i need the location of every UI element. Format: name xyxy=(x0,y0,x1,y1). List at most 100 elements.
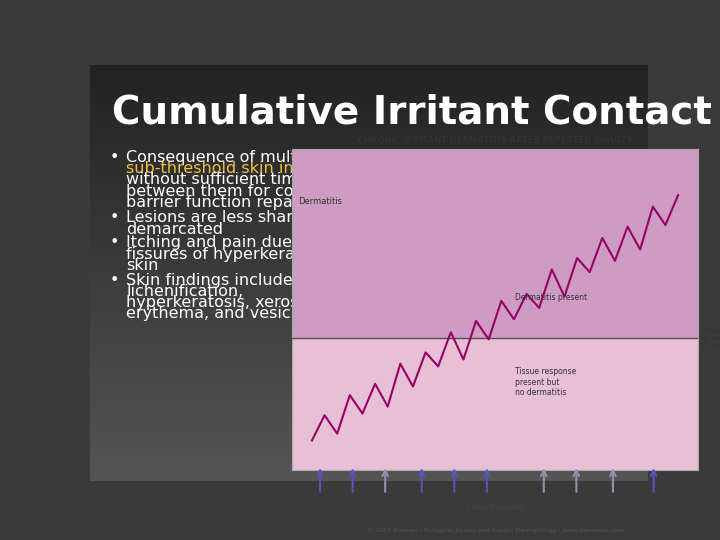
Bar xyxy=(90,356,648,360)
Text: between them for complete: between them for complete xyxy=(126,184,350,199)
Bar xyxy=(90,302,648,306)
Bar xyxy=(90,165,648,168)
Bar xyxy=(90,136,648,140)
Bar xyxy=(90,431,648,435)
Bar xyxy=(90,460,648,464)
Bar xyxy=(90,114,648,119)
Bar xyxy=(90,339,648,343)
Title: CHRONIC IRRITANT DERMATITIS AFTER REPEATED INSULTS: CHRONIC IRRITANT DERMATITIS AFTER REPEAT… xyxy=(358,136,632,145)
Bar xyxy=(90,310,648,314)
Text: Dermatitis present: Dermatitis present xyxy=(516,293,588,302)
Text: Lesions are less sharply: Lesions are less sharply xyxy=(126,210,318,225)
Bar xyxy=(90,98,648,102)
Bar xyxy=(90,360,648,364)
Bar xyxy=(90,285,648,289)
Bar xyxy=(90,456,648,460)
Bar xyxy=(90,106,648,111)
Bar xyxy=(90,65,648,69)
Bar xyxy=(90,464,648,468)
Text: erythema, and vesicles: erythema, and vesicles xyxy=(126,306,313,321)
Bar xyxy=(90,244,648,248)
Bar xyxy=(90,90,648,94)
Bar xyxy=(90,252,648,256)
Bar xyxy=(90,343,648,348)
Text: demarcated: demarcated xyxy=(126,221,223,237)
Bar xyxy=(90,210,648,214)
Bar xyxy=(90,364,648,368)
Bar xyxy=(90,190,648,194)
Bar xyxy=(90,397,648,402)
Bar xyxy=(90,427,648,431)
Bar xyxy=(90,393,648,397)
Bar xyxy=(90,248,648,252)
Bar xyxy=(90,418,648,422)
Text: without sufficient time: without sufficient time xyxy=(126,172,307,187)
Bar xyxy=(90,260,648,265)
Bar xyxy=(90,69,648,73)
Text: sub-threshold skin insults,: sub-threshold skin insults, xyxy=(126,161,336,176)
Text: Tissue response
present but
no dermatitis: Tissue response present but no dermatiti… xyxy=(516,367,577,397)
Text: •: • xyxy=(109,273,119,288)
Bar xyxy=(90,389,648,393)
Bar xyxy=(90,443,648,447)
Bar xyxy=(90,402,648,406)
Bar xyxy=(90,435,648,439)
Text: •: • xyxy=(109,210,119,225)
Bar xyxy=(90,127,648,131)
Bar xyxy=(90,231,648,235)
Bar xyxy=(90,173,648,177)
Bar xyxy=(90,476,648,481)
Bar xyxy=(90,377,648,381)
Bar xyxy=(90,348,648,352)
Text: •: • xyxy=(109,150,119,165)
Bar xyxy=(90,373,648,377)
Bar xyxy=(90,385,648,389)
Bar xyxy=(90,439,648,443)
Bar xyxy=(90,102,648,106)
Text: hyperkeratosis, xerosis,: hyperkeratosis, xerosis, xyxy=(126,295,317,310)
Bar xyxy=(90,381,648,385)
Bar xyxy=(90,468,648,472)
Bar xyxy=(90,447,648,451)
Text: barrier function repair: barrier function repair xyxy=(126,195,305,210)
Bar xyxy=(90,168,648,173)
Bar xyxy=(90,281,648,285)
Bar xyxy=(90,156,648,160)
Bar xyxy=(90,181,648,185)
Text: •: • xyxy=(109,235,119,250)
Bar xyxy=(90,177,648,181)
Bar xyxy=(90,185,648,190)
Bar xyxy=(90,414,648,418)
Bar xyxy=(90,94,648,98)
Bar xyxy=(90,472,648,476)
Bar xyxy=(90,82,648,85)
Text: Itching and pain due to: Itching and pain due to xyxy=(126,235,313,250)
Text: Dermatitis: Dermatitis xyxy=(297,197,342,206)
Text: fissures of hyperkeratotic: fissures of hyperkeratotic xyxy=(126,246,330,261)
Bar xyxy=(90,223,648,227)
Bar xyxy=(90,256,648,260)
Bar xyxy=(90,319,648,322)
Bar xyxy=(90,451,648,456)
Bar xyxy=(90,85,648,90)
Bar xyxy=(90,160,648,165)
Text: © 2003 Elsevier - Bolognia, Jorizzo and Rapini: Dermatology - www.dermtext.com: © 2003 Elsevier - Bolognia, Jorizzo and … xyxy=(366,528,624,534)
Bar xyxy=(90,152,648,156)
Bar xyxy=(90,194,648,198)
Bar xyxy=(90,298,648,302)
Text: Irritant insults: Irritant insults xyxy=(466,503,524,512)
Bar xyxy=(90,198,648,202)
Bar xyxy=(90,314,648,319)
Bar xyxy=(90,265,648,268)
Bar xyxy=(90,322,648,327)
Bar xyxy=(90,306,648,310)
Text: lichenification,: lichenification, xyxy=(126,284,243,299)
Bar xyxy=(90,131,648,136)
Bar xyxy=(90,73,648,77)
Text: Skin findings include: Skin findings include xyxy=(126,273,293,288)
Bar xyxy=(90,119,648,123)
Bar xyxy=(90,268,648,273)
Bar xyxy=(90,277,648,281)
Bar xyxy=(90,352,648,356)
Bar xyxy=(90,335,648,339)
